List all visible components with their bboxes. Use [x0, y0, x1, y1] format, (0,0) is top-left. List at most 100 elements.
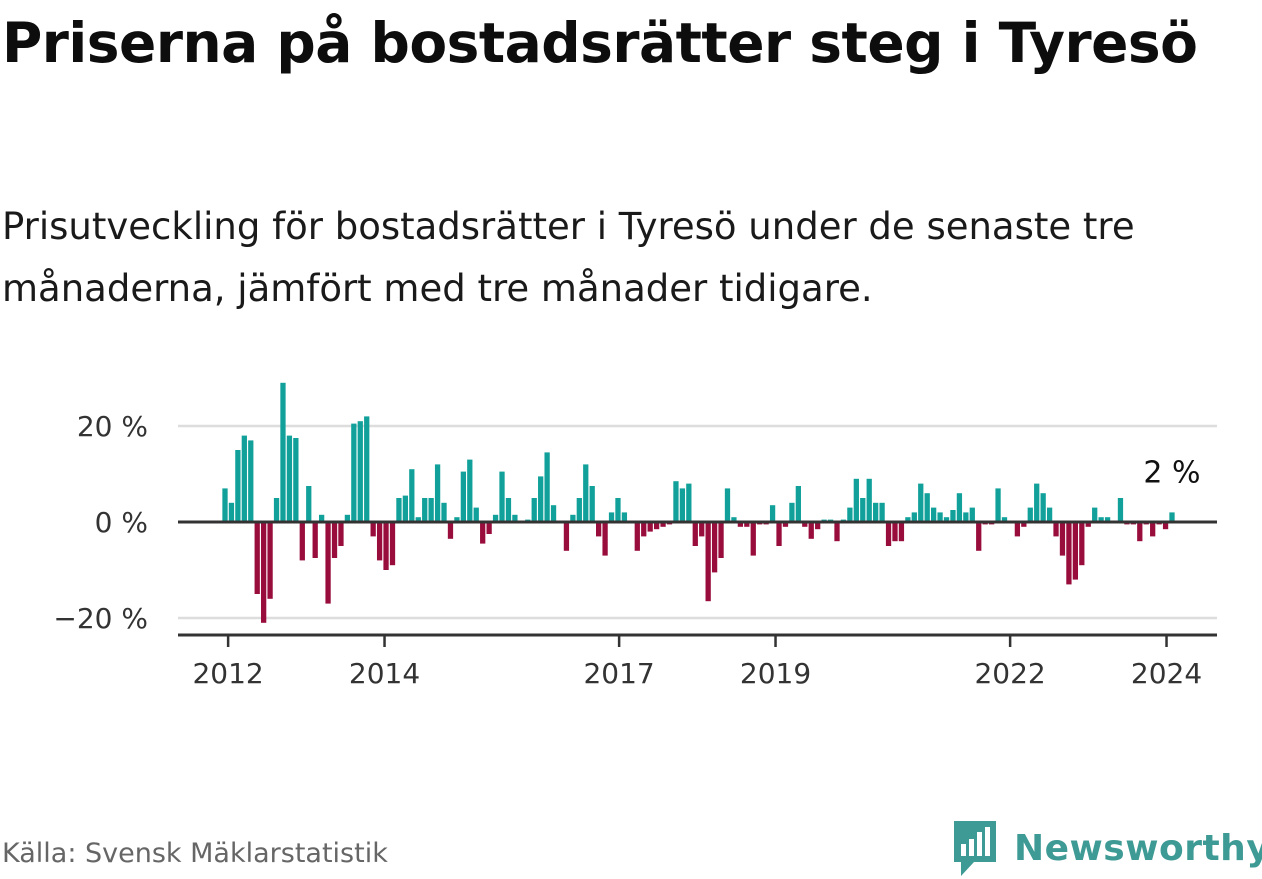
bar [357, 421, 363, 522]
bar [995, 488, 1001, 522]
bar [1150, 522, 1156, 537]
source-note: Källa: Svensk Mäklarstatistik [2, 838, 388, 869]
bar [853, 478, 859, 522]
bar [1053, 522, 1059, 537]
bar [621, 512, 628, 522]
bar [351, 423, 357, 522]
bar [389, 522, 396, 566]
bar [1034, 483, 1040, 522]
bar [434, 464, 441, 522]
bar [486, 522, 492, 534]
newsworthy-logo-icon [954, 821, 996, 876]
bar [1027, 507, 1033, 522]
x-tick-label: 2014 [349, 657, 420, 690]
bar [312, 522, 318, 558]
bar [866, 478, 872, 522]
bar [550, 505, 557, 522]
bar [808, 522, 814, 539]
bar [892, 522, 898, 542]
x-tick-label: 2022 [974, 657, 1045, 690]
bar [1169, 512, 1175, 522]
bar [782, 522, 789, 527]
chart-subtitle: Prisutveckling för bostadsrätter i Tyres… [2, 205, 1135, 310]
bar [769, 505, 776, 522]
bar [718, 522, 724, 558]
bar [306, 486, 312, 522]
bar [1059, 522, 1066, 556]
bar [1079, 522, 1085, 566]
bar [608, 512, 615, 522]
bar [460, 471, 466, 522]
y-tick-label: 20 % [77, 410, 148, 443]
bar [673, 481, 679, 522]
bar-chart: 20 % 0 % −20 % 2012 2014 2017 2019 2022 2024 2 % [53, 382, 1217, 690]
bar [679, 488, 686, 522]
bar [531, 498, 537, 522]
bar [254, 522, 260, 594]
bar [1014, 522, 1021, 537]
bar [344, 514, 351, 522]
bar [563, 522, 570, 551]
bar [267, 522, 273, 599]
bar [261, 522, 267, 623]
bar [873, 502, 879, 522]
chart-title: Priserna på bostadsrätter steg i Tyresö [2, 11, 1198, 75]
bar [422, 498, 428, 522]
bar [1117, 498, 1124, 522]
bar [686, 483, 692, 522]
bar [467, 459, 473, 522]
bar [911, 512, 917, 522]
bar [376, 522, 383, 561]
bar [589, 486, 595, 522]
bar [879, 502, 885, 522]
bar [273, 498, 280, 522]
bar [544, 452, 550, 522]
bar [885, 522, 892, 546]
bar [1162, 522, 1169, 530]
bar [931, 507, 937, 522]
bar [750, 522, 756, 556]
bar [950, 510, 956, 522]
bar [402, 495, 409, 522]
gridlines [178, 424, 1217, 620]
bar [724, 488, 731, 522]
bar [512, 514, 518, 522]
bar [1092, 507, 1098, 522]
bar [454, 517, 460, 522]
bar [860, 498, 866, 522]
bar [576, 498, 582, 522]
bar [815, 522, 821, 530]
bar [1098, 517, 1104, 522]
bar [248, 440, 254, 522]
bar [1104, 517, 1111, 522]
bar [647, 522, 653, 532]
bar [318, 514, 325, 522]
bar [744, 522, 750, 527]
x-tick-label: 2017 [583, 657, 654, 690]
bar [602, 522, 608, 556]
y-tick-label: −20 % [53, 602, 148, 635]
bar [1040, 493, 1046, 522]
bar [1046, 507, 1053, 522]
y-tick-label: 0 % [95, 506, 148, 539]
bar [1021, 522, 1027, 527]
bar [441, 502, 447, 522]
bar [293, 438, 299, 522]
brand-logo[interactable]: Newsworthy [950, 818, 1262, 878]
bar [383, 522, 389, 570]
bar [480, 522, 486, 544]
bar [776, 522, 782, 546]
bar [795, 486, 801, 522]
bar [596, 522, 602, 537]
bar [1085, 522, 1091, 527]
bar [711, 522, 718, 573]
last-value-label: 2 % [1143, 455, 1200, 490]
bar [299, 522, 305, 561]
bar [364, 416, 370, 522]
bar [331, 522, 338, 558]
bar [615, 498, 621, 522]
bar [505, 498, 512, 522]
bar [737, 522, 744, 527]
bar [409, 469, 415, 522]
bar [898, 522, 905, 542]
